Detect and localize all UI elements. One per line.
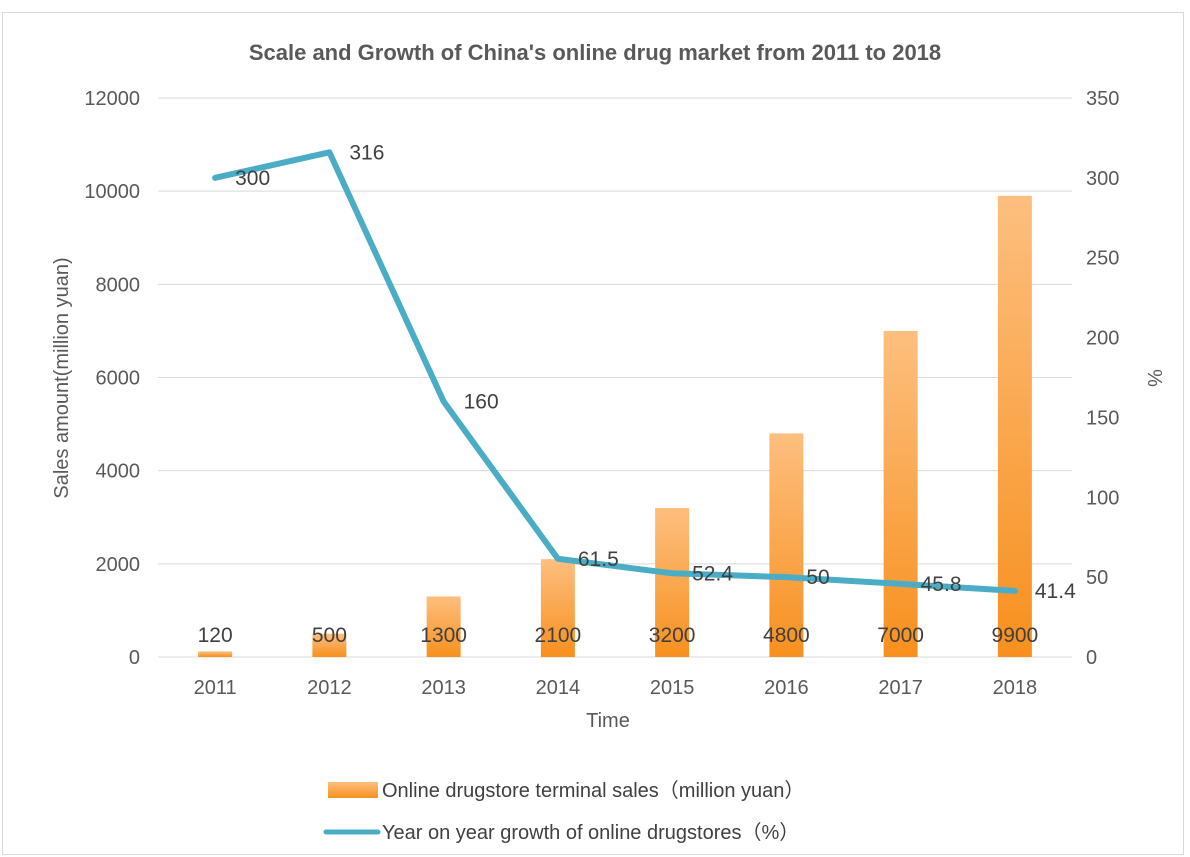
x-tick-label: 2011: [194, 677, 237, 699]
bar-data-labels: 120 500 1300 2100 3200 4800 7000 9900: [198, 624, 1039, 647]
bar-data-label: 1300: [420, 624, 467, 647]
line-point: [214, 176, 217, 179]
bar: [312, 633, 347, 657]
x-tick-label: 2015: [650, 677, 695, 699]
x-tick-label: 2013: [421, 677, 466, 699]
y2-tick-label: 200: [1086, 328, 1119, 350]
y2-tick-label: 300: [1086, 168, 1119, 190]
line-data-label: 50: [806, 566, 829, 589]
bar-data-label: 500: [312, 624, 347, 647]
bar: [540, 559, 575, 657]
y-tick-label: 0: [129, 647, 140, 669]
x-tick-label: 2018: [993, 677, 1038, 699]
bar: [198, 651, 233, 657]
legend-label-bar: Online drugstore terminal sales（million …: [382, 779, 804, 802]
y2-tick-label: 350: [1086, 88, 1119, 110]
bar-series: [198, 195, 1032, 657]
line-point: [785, 576, 788, 579]
line-point: [671, 572, 674, 575]
line-data-labels: 300 316 160 61.5 52.4 50 45.8 41.4: [235, 141, 1076, 603]
line-data-label: 61.5: [578, 548, 619, 571]
y2-tick-label: 150: [1086, 407, 1119, 429]
y-tick-label: 8000: [96, 274, 141, 296]
y-axis-ticks: 0 2000 4000 6000 8000 10000 12000: [84, 88, 140, 669]
line-data-label: 160: [464, 390, 499, 413]
growth-line: [212, 149, 1018, 594]
bar-data-label: 7000: [877, 624, 924, 647]
bar-data-label: 9900: [992, 624, 1039, 647]
y-tick-label: 2000: [96, 554, 141, 576]
x-tick-label: 2016: [764, 677, 809, 699]
y2-tick-label: 250: [1086, 248, 1119, 270]
x-tick-label: 2014: [536, 677, 581, 699]
x-tick-label: 2017: [878, 677, 923, 699]
bar: [997, 195, 1032, 657]
legend-label-line: Year on year growth of online drugstores…: [382, 821, 799, 844]
line-data-label: 300: [235, 167, 270, 190]
bar-data-label: 2100: [535, 624, 582, 647]
chart-frame: [2, 12, 1184, 855]
y-tick-label: 10000: [84, 181, 140, 203]
gridlines: [158, 97, 1072, 658]
bar-data-label: 3200: [649, 624, 696, 647]
line-point: [899, 582, 902, 585]
x-tick-label: 2012: [307, 677, 352, 699]
y-tick-label: 12000: [84, 88, 140, 110]
y2-axis-ticks: 0 50 100 150 200 250 300 350: [1086, 88, 1119, 669]
y2-tick-label: 100: [1086, 487, 1119, 509]
line-series-group: [212, 149, 1018, 594]
line-point: [442, 400, 445, 403]
line-data-label: 52.4: [692, 562, 733, 585]
bar-data-label: 4800: [763, 624, 810, 647]
x-axis-ticks: 2011 2012 2013 2014 2015 2016 2017 2018: [194, 677, 1038, 699]
y-axis-title: Sales amount(million yuan): [51, 257, 73, 498]
bar-data-label: 120: [198, 624, 233, 647]
chart-title: Scale and Growth of China's online drug …: [249, 40, 941, 65]
bar: [769, 433, 804, 657]
line-point: [556, 557, 559, 560]
line-data-label: 316: [349, 141, 384, 164]
x-axis-title: Time: [586, 710, 630, 732]
line-data-label: 41.4: [1035, 580, 1076, 603]
y2-tick-label: 0: [1086, 647, 1097, 669]
line-point: [1013, 589, 1016, 592]
line-point: [328, 151, 331, 154]
line-data-label: 45.8: [921, 573, 962, 596]
bar: [655, 507, 690, 657]
legend: Online drugstore terminal sales（million …: [323, 779, 804, 844]
y-tick-label: 4000: [96, 461, 141, 483]
y2-tick-label: 50: [1086, 567, 1108, 589]
y2-axis-title: %: [1143, 369, 1165, 387]
y-tick-label: 6000: [96, 368, 141, 390]
bar: [883, 330, 918, 657]
legend-swatch-bar: [328, 782, 378, 798]
bar: [426, 596, 461, 657]
